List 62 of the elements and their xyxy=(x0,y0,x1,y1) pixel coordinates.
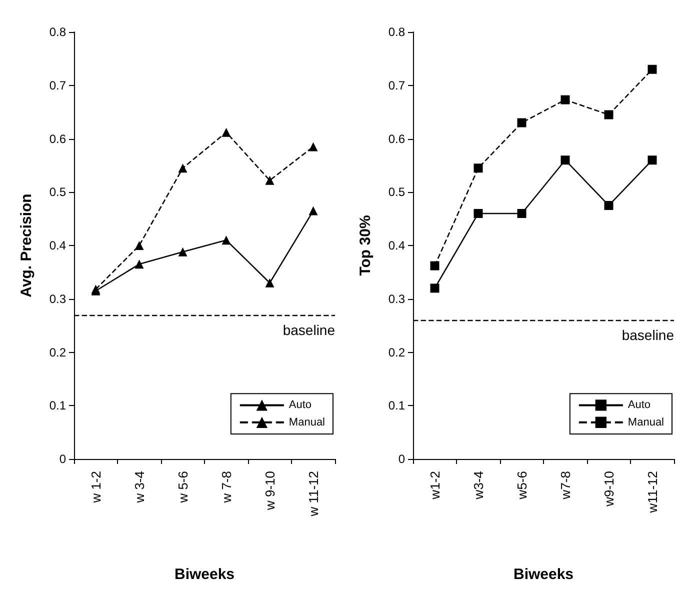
point xyxy=(134,260,144,269)
point xyxy=(178,247,188,256)
x-tick-label: w 7-8 xyxy=(218,471,234,504)
point xyxy=(648,64,657,74)
ref-line-label: baseline xyxy=(622,327,674,344)
point xyxy=(222,236,231,245)
y-tick-label: 0.7 xyxy=(388,78,406,92)
y-tick-label: 0.2 xyxy=(388,345,406,360)
point xyxy=(474,208,483,218)
x-tick-label: w 5-6 xyxy=(175,471,190,504)
x-axis-title: Biweeks xyxy=(174,566,235,583)
point xyxy=(178,164,188,173)
point xyxy=(474,164,483,173)
point xyxy=(222,128,231,137)
y-tick-label: 0.3 xyxy=(49,292,66,306)
y-tick-label: 0.6 xyxy=(49,132,66,146)
y-tick-label: 0.4 xyxy=(49,238,66,252)
y-tick-label: 0.1 xyxy=(388,398,406,413)
y-tick-label: 0.3 xyxy=(388,292,406,306)
x-tick-label: w9-10 xyxy=(601,471,616,508)
point xyxy=(265,278,274,288)
point xyxy=(308,206,318,216)
x-tick-label: w3-4 xyxy=(470,471,486,500)
point xyxy=(648,156,657,165)
legend-label: Auto xyxy=(628,399,651,412)
legend-label: Manual xyxy=(288,416,325,428)
ref-line-label: baseline xyxy=(282,322,336,338)
x-tick-label: w 1-2 xyxy=(88,471,104,504)
point xyxy=(134,241,144,250)
x-tick-label: w5-6 xyxy=(514,471,530,500)
point xyxy=(265,176,274,185)
point xyxy=(560,156,570,165)
x-tick-label: w7-8 xyxy=(558,471,573,500)
x-tick-label: w1-2 xyxy=(427,471,442,500)
x-axis-title: Biweeks xyxy=(513,566,574,583)
y-tick-label: 0.4 xyxy=(388,238,406,252)
point xyxy=(308,142,318,152)
point xyxy=(560,95,570,104)
point xyxy=(517,118,526,128)
y-tick-label: 0 xyxy=(398,452,406,466)
y-tick-label: 0.8 xyxy=(388,25,406,39)
y-tick-label: 0.7 xyxy=(49,78,66,92)
y-tick-label: 0.2 xyxy=(49,345,66,360)
x-tick-label: w 11-12 xyxy=(306,471,321,518)
y-tick-label: 0 xyxy=(59,452,66,466)
legend-label: Auto xyxy=(288,399,312,412)
point xyxy=(604,110,614,120)
point xyxy=(430,261,440,270)
x-tick-label: w 9-10 xyxy=(262,471,278,512)
x-tick-label: w 3-4 xyxy=(132,471,147,504)
point xyxy=(517,208,526,218)
y-axis-title: Avg. Precision xyxy=(18,194,35,298)
point xyxy=(604,200,614,210)
point xyxy=(430,284,440,293)
x-tick-label: w11-12 xyxy=(644,471,660,514)
y-tick-label: 0.6 xyxy=(388,132,406,146)
y-tick-label: 0.5 xyxy=(49,185,66,200)
y-tick-label: 0.8 xyxy=(49,25,66,39)
y-axis-title: Top 30% xyxy=(357,215,374,276)
y-tick-label: 0.1 xyxy=(49,398,66,413)
y-tick-label: 0.5 xyxy=(388,185,406,200)
legend-label: Manual xyxy=(628,416,664,428)
